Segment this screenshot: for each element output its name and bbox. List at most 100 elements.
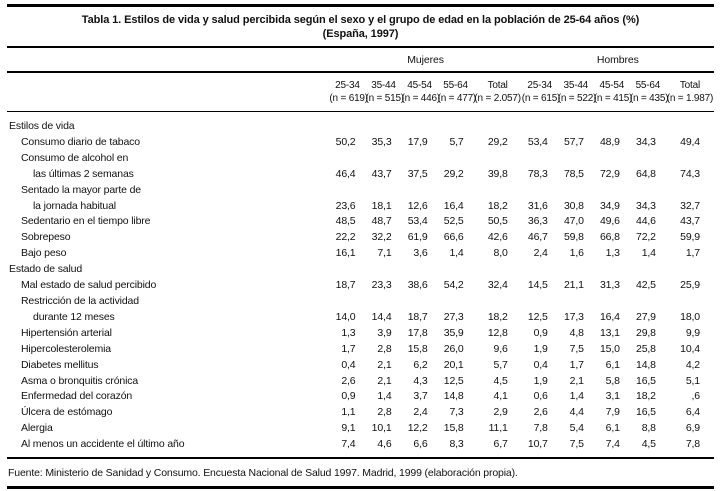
value-cell: ,6	[691, 390, 701, 403]
column-header: 35-44 (n = 522)	[557, 72, 596, 112]
value-cell: 52,5	[443, 215, 464, 228]
sample-size-label: (n = 515)	[365, 93, 404, 104]
value-cell	[594, 262, 630, 278]
value-cell: 0,9	[341, 390, 356, 403]
table-row: Enfermedad del corazón 0,9 1,4 3,7 14,8 4,1 0,…	[7, 389, 714, 405]
value-cell: 7,9	[605, 406, 620, 419]
value-cell	[558, 183, 594, 199]
value-cell: 34,9	[599, 199, 620, 212]
row-label: las últimas 2 semanas	[33, 167, 134, 180]
value-cell	[594, 183, 630, 199]
row-label: Consumo de alcohol en	[21, 151, 129, 164]
value-cell: 42,5	[636, 279, 656, 292]
value-cell: 2,1	[377, 358, 392, 371]
value-cell: 7,3	[449, 406, 464, 419]
value-cell: 1,4	[449, 247, 464, 260]
value-cell	[558, 294, 594, 310]
row-label: Consumo diario de tabaco	[21, 135, 140, 148]
sample-size-label: (n = 415)	[593, 93, 633, 104]
table-row: Hipercolesterolemia 1,7 2,8 15,8 26,0 9,6 1,9 7…	[7, 342, 714, 358]
value-cell: 0,4	[341, 358, 356, 371]
value-cell: 43,7	[680, 215, 700, 228]
row-label: Diabetes mellitus	[21, 358, 99, 371]
value-cell: 18,1	[371, 199, 392, 212]
value-cell: 4,1	[493, 390, 508, 403]
value-cell: 25,8	[636, 342, 656, 355]
value-cell: 43,7	[371, 167, 392, 180]
table-row: Diabetes mellitus 0,4 2,1 6,2 20,1 5,7 0,4 1,7 6…	[7, 358, 714, 374]
value-cell: 66,8	[599, 231, 620, 244]
value-cell: 2,9	[493, 406, 508, 419]
value-cell: 17,8	[407, 326, 428, 339]
table-row: Alergia 9,1 10,1 12,2 15,8 11,1 7,8 5,4 6,1 8,8 6,…	[7, 421, 714, 437]
value-cell	[474, 112, 522, 135]
value-cell: 49,6	[599, 215, 620, 228]
value-cell: 53,4	[527, 135, 548, 148]
table-row: las últimas 2 semanas 46,4 43,7 37,5 29,2 39,…	[7, 167, 714, 183]
value-cell: 3,7	[413, 390, 428, 403]
value-cell: 54,2	[443, 279, 464, 292]
value-cell: 7,5	[569, 438, 584, 451]
value-cell: 9,9	[685, 326, 700, 339]
column-header: 35-44 (n = 515)	[365, 72, 404, 112]
value-cell: 23,3	[371, 279, 392, 292]
value-cell: 18,2	[636, 390, 656, 403]
table-row: Sedentario en el tiempo libre 48,5 48,7 53,…	[7, 214, 714, 230]
value-cell: 7,4	[605, 438, 620, 451]
value-cell: 1,1	[341, 406, 356, 419]
value-cell	[666, 151, 714, 167]
value-cell: 2,4	[413, 406, 428, 419]
value-cell: 0,9	[533, 326, 548, 339]
row-label: Bajo peso	[21, 247, 67, 260]
value-cell: 6,1	[605, 422, 620, 435]
value-cell: 2,8	[377, 406, 392, 419]
value-cell: 34,3	[636, 135, 656, 148]
value-cell: 16,4	[443, 199, 464, 212]
value-cell: 78,5	[563, 167, 584, 180]
value-cell: 48,9	[599, 135, 620, 148]
value-cell	[365, 262, 401, 278]
value-cell	[329, 294, 365, 310]
age-range-label: 25-34	[527, 80, 552, 91]
value-cell	[630, 151, 666, 167]
value-cell: 8,8	[641, 422, 656, 435]
value-cell	[365, 294, 401, 310]
value-cell: 36,3	[527, 215, 548, 228]
value-cell: 50,2	[335, 135, 356, 148]
row-label: Úlcera de estómago	[21, 406, 113, 419]
value-cell	[438, 294, 474, 310]
value-cell	[558, 151, 594, 167]
value-cell: 14,8	[443, 390, 464, 403]
value-cell: 1,9	[533, 342, 548, 355]
value-cell: 22,2	[335, 231, 356, 244]
value-cell: 32,2	[371, 231, 392, 244]
value-cell	[474, 262, 522, 278]
value-cell: 6,7	[493, 438, 508, 451]
sample-size-label: (n = 615)	[521, 93, 561, 104]
table-row: Bajo peso 16,1 7,1 3,6 1,4 8,0 2,4 1,6 1,3 1,4 1,7	[7, 246, 714, 262]
top-rule	[7, 4, 714, 7]
value-cell: 16,1	[335, 247, 356, 260]
row-label: Asma o bronquitis crónica	[21, 374, 139, 387]
value-cell: 32,7	[680, 199, 700, 212]
value-cell: 12,5	[527, 310, 548, 323]
value-cell	[365, 183, 401, 199]
value-cell	[329, 183, 365, 199]
value-cell: 61,9	[407, 231, 428, 244]
value-cell: 26,0	[443, 342, 464, 355]
column-header: 45-54 (n = 446)	[401, 72, 440, 112]
value-cell: 12,5	[443, 374, 464, 387]
row-label: Enfermedad del corazón	[21, 390, 133, 403]
value-cell: 46,4	[335, 167, 356, 180]
value-cell: 1,6	[569, 247, 584, 260]
bottom-rule	[7, 486, 714, 489]
value-cell: 44,6	[636, 215, 656, 228]
value-cell	[522, 294, 558, 310]
value-cell: 30,8	[563, 199, 584, 212]
table-row: Al menos un accidente el último año 7,4 4,…	[7, 437, 714, 458]
value-cell: 1,4	[641, 247, 656, 260]
value-cell: 15,8	[443, 422, 464, 435]
table-row: Sentado la mayor parte de	[7, 183, 714, 199]
value-cell: 9,6	[493, 342, 508, 355]
value-cell: 17,9	[407, 135, 428, 148]
